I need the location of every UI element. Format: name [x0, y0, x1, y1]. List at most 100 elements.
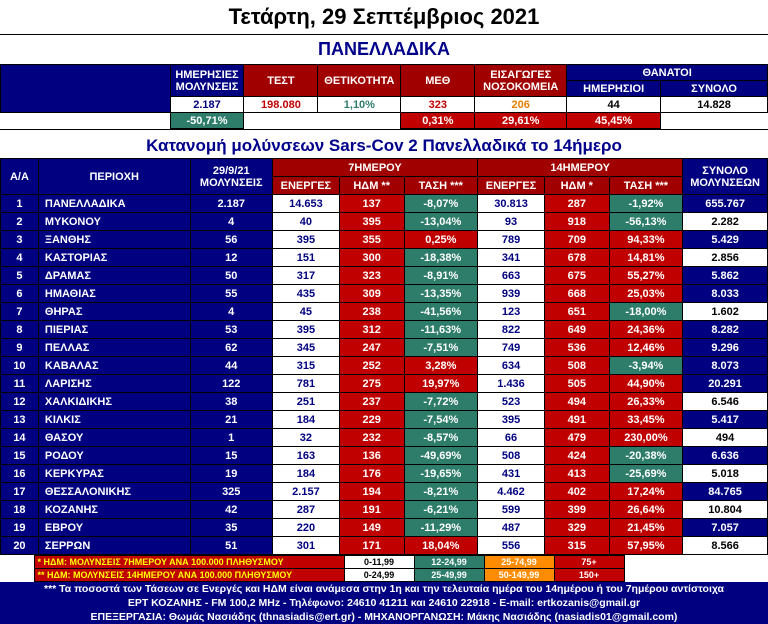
legend-l2: ** ΗΔΜ: ΜΟΛΥΝΣΕΙΣ 14ΗΜΕΡΟΥ ΑΝΑ 100.000 Π… [34, 569, 344, 582]
cell-h7: 312 [339, 321, 404, 339]
cell-h14: 402 [544, 483, 609, 501]
cell-n: 4 [1, 249, 39, 267]
cell-inf: 35 [190, 519, 272, 537]
cell-n: 18 [1, 501, 39, 519]
cell-a7: 220 [272, 519, 339, 537]
cell-h7: 355 [339, 231, 404, 249]
cell-region: ΣΕΡΡΩΝ [38, 537, 190, 555]
th-14d: 14ΗΜΕΡΟΥ [478, 159, 683, 177]
cell-h7: 395 [339, 213, 404, 231]
cell-n: 8 [1, 321, 39, 339]
cell-h14: 413 [544, 465, 609, 483]
cell-t7: 18,04% [404, 537, 478, 555]
cell-t14: 33,45% [609, 411, 683, 429]
cell-t14: 12,46% [609, 339, 683, 357]
cell-n: 7 [1, 303, 39, 321]
cell-a14: 93 [478, 213, 545, 231]
table-row: 18ΚΟΖΑΝΗΣ42287191-6,21%59939926,64%10.80… [1, 501, 768, 519]
cell-t7: -11,29% [404, 519, 478, 537]
table-row: 16ΚΕΡΚΥΡΑΣ19184176-19,65%431413-25,69%5.… [1, 465, 768, 483]
table-row: 11ΛΑΡΙΣΗΣ12278127519,97%1.43650544,90%20… [1, 375, 768, 393]
cell-inf: 62 [190, 339, 272, 357]
cell-n: 1 [1, 195, 39, 213]
cell-a7: 45 [272, 303, 339, 321]
cell-inf: 42 [190, 501, 272, 519]
subtitle: ΠΑΝΕΛΛΑΔΙΚΑ [0, 34, 768, 64]
cell-a14: 431 [478, 465, 545, 483]
cell-n: 13 [1, 411, 39, 429]
table-row: 3ΞΑΝΘΗΣ563953550,25%78970994,33%5.429 [1, 231, 768, 249]
cell-region: ΚΕΡΚΥΡΑΣ [38, 465, 190, 483]
hdr-deaths: ΘΑΝΑΤΟΙ [567, 65, 768, 81]
footer-contact: ΕΡΤ ΚΟΖΑΝΗΣ - FM 100,2 MHz - Τηλέφωνο: 2… [0, 596, 768, 610]
cell-a14: 341 [478, 249, 545, 267]
cell-t7: 19,97% [404, 375, 478, 393]
table-row: 5ΔΡΑΜΑΣ50317323-8,91%66367555,27%5.862 [1, 267, 768, 285]
cell-region: ΠΑΝΕΛΛΑΔΙΚΑ [38, 195, 190, 213]
hdr-deaths-total: ΣΥΝΟΛΟ [661, 81, 768, 97]
hdr-icu: ΜΕΘ [401, 65, 475, 97]
val-admissions: 206 [475, 97, 567, 113]
th-aa: Α/Α [1, 159, 39, 195]
cell-t7: -7,54% [404, 411, 478, 429]
cell-t14: 55,27% [609, 267, 683, 285]
cell-n: 6 [1, 285, 39, 303]
cell-inf: 51 [190, 537, 272, 555]
cell-h14: 709 [544, 231, 609, 249]
legend-r2-2: 50-149,99 [484, 569, 554, 582]
cell-a14: 4.462 [478, 483, 545, 501]
cell-t14: -3,94% [609, 357, 683, 375]
cell-a14: 395 [478, 411, 545, 429]
cell-h14: 494 [544, 393, 609, 411]
cell-total: 10.804 [683, 501, 768, 519]
cell-inf: 4 [190, 213, 272, 231]
main-title: Τετάρτη, 29 Σεπτέμβριος 2021 [0, 0, 768, 34]
table-row: 4ΚΑΣΤΟΡΙΑΣ12151300-18,38%34167814,81%2.8… [1, 249, 768, 267]
cell-t14: -1,92% [609, 195, 683, 213]
cell-a7: 395 [272, 321, 339, 339]
th-7-trend: ΤΑΣΗ *** [404, 177, 478, 195]
cell-a7: 32 [272, 429, 339, 447]
cell-region: ΚΙΛΚΙΣ [38, 411, 190, 429]
val-tests: 198.080 [244, 97, 318, 113]
cell-t14: 25,03% [609, 285, 683, 303]
cell-n: 17 [1, 483, 39, 501]
table-row: 17ΘΕΣΣΑΛΟΝΙΚΗΣ3252.157194-8,21%4.4624021… [1, 483, 768, 501]
cell-t14: -56,13% [609, 213, 683, 231]
cell-a14: 508 [478, 447, 545, 465]
cell-t7: -41,56% [404, 303, 478, 321]
table-row: 7ΘΗΡΑΣ445238-41,56%123651-18,00%1.602 [1, 303, 768, 321]
cell-h7: 232 [339, 429, 404, 447]
cell-h7: 136 [339, 447, 404, 465]
cell-t14: 17,24% [609, 483, 683, 501]
cell-h14: 651 [544, 303, 609, 321]
footer-note: *** Τα ποσοστά των Τάσεων σε Ενεργές και… [0, 582, 768, 596]
cell-t14: 14,81% [609, 249, 683, 267]
cell-h7: 247 [339, 339, 404, 357]
cell-inf: 55 [190, 285, 272, 303]
cell-h14: 287 [544, 195, 609, 213]
table-row: 9ΠΕΛΛΑΣ62345247-7,51%74953612,46%9.296 [1, 339, 768, 357]
cell-total: 5.417 [683, 411, 768, 429]
cell-t7: 0,25% [404, 231, 478, 249]
cell-inf: 15 [190, 447, 272, 465]
cell-total: 1.602 [683, 303, 768, 321]
legend-r2-0: 0-24,99 [344, 569, 414, 582]
cell-h7: 171 [339, 537, 404, 555]
cell-inf: 38 [190, 393, 272, 411]
cell-t7: -19,65% [404, 465, 478, 483]
cell-region: ΛΑΡΙΣΗΣ [38, 375, 190, 393]
cell-region: ΔΡΑΜΑΣ [38, 267, 190, 285]
cell-a7: 345 [272, 339, 339, 357]
cell-t7: -18,38% [404, 249, 478, 267]
cell-a7: 287 [272, 501, 339, 519]
cell-region: ΚΑΒΑΛΑΣ [38, 357, 190, 375]
cell-a7: 301 [272, 537, 339, 555]
cell-t7: -49,69% [404, 447, 478, 465]
cell-h14: 505 [544, 375, 609, 393]
val-deaths-daily: 44 [567, 97, 661, 113]
cell-h14: 918 [544, 213, 609, 231]
cell-h7: 238 [339, 303, 404, 321]
cell-region: ΡΟΔΟΥ [38, 447, 190, 465]
cell-t14: 57,95% [609, 537, 683, 555]
